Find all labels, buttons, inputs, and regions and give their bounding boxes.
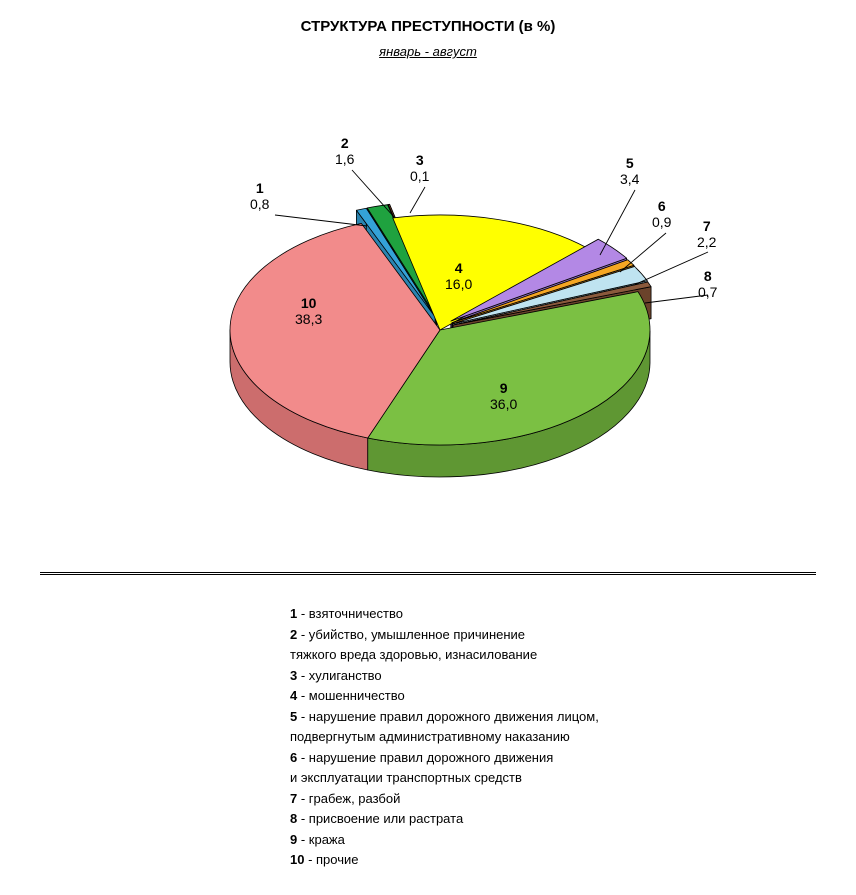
legend-text: - кража [297,832,345,847]
slice-value: 0,7 [698,284,717,300]
page: СТРУКТУРА ПРЕСТУПНОСТИ (в %) январь - ав… [0,0,856,895]
slice-index: 6 [652,198,671,214]
chart-title: СТРУКТУРА ПРЕСТУПНОСТИ (в %) [0,18,856,35]
legend: 1 - взяточничество2 - убийство, умышленн… [290,604,730,871]
slice-value: 0,9 [652,214,671,230]
legend-item-2: 2 - убийство, умышленное причинение [290,625,730,645]
legend-text: - грабеж, разбой [297,791,400,806]
legend-item-1: 1 - взяточничество [290,604,730,624]
slice-value: 38,3 [295,311,322,327]
legend-item-5-cont: подвергнутым административному наказанию [290,727,730,747]
slice-label-8: 80,7 [698,268,717,300]
slice-label-1: 10,8 [250,180,269,212]
slice-value: 16,0 [445,276,472,292]
legend-text: - убийство, умышленное причинение [297,627,525,642]
legend-item-6: 6 - нарушение правил дорожного движения [290,748,730,768]
slice-label-6: 60,9 [652,198,671,230]
slice-index: 8 [698,268,717,284]
divider-line [40,572,816,575]
slice-value: 2,2 [697,234,716,250]
slice-value: 1,6 [335,151,354,167]
slice-label-3: 30,1 [410,152,429,184]
slice-value: 3,4 [620,171,639,187]
pie-svg [140,100,740,540]
legend-text: - нарушение правил дорожного движения ли… [297,709,599,724]
legend-text: - нарушение правил дорожного движения [297,750,553,765]
pie-chart-3d: 10,821,630,1416,053,460,972,280,7936,010… [140,100,740,540]
legend-num: 10 [290,852,304,867]
slice-label-2: 21,6 [335,135,354,167]
slice-label-5: 53,4 [620,155,639,187]
slice-value: 36,0 [490,396,517,412]
slice-index: 10 [295,295,322,311]
legend-text: - присвоение или растрата [297,811,463,826]
slice-index: 2 [335,135,354,151]
slice-index: 1 [250,180,269,196]
legend-item-8: 8 - присвоение или растрата [290,809,730,829]
slice-label-9: 936,0 [490,380,517,412]
legend-text: - прочие [304,852,358,867]
legend-text: - взяточничество [297,606,403,621]
legend-item-7: 7 - грабеж, разбой [290,789,730,809]
slice-index: 4 [445,260,472,276]
slice-index: 3 [410,152,429,168]
legend-item-9: 9 - кража [290,830,730,850]
slice-index: 5 [620,155,639,171]
slice-value: 0,1 [410,168,429,184]
slice-value: 0,8 [250,196,269,212]
chart-subtitle: январь - август [0,44,856,59]
legend-item-6-cont: и эксплуатации транспортных средств [290,768,730,788]
legend-item-4: 4 - мошенничество [290,686,730,706]
slice-label-4: 416,0 [445,260,472,292]
legend-text: - хулиганство [297,668,381,683]
legend-item-2-cont: тяжкого вреда здоровью, изнасилование [290,645,730,665]
legend-text: - мошенничество [297,688,404,703]
slice-label-7: 72,2 [697,218,716,250]
legend-item-3: 3 - хулиганство [290,666,730,686]
slice-index: 7 [697,218,716,234]
slice-index: 9 [490,380,517,396]
legend-item-10: 10 - прочие [290,850,730,870]
slice-label-10: 1038,3 [295,295,322,327]
legend-item-5: 5 - нарушение правил дорожного движения … [290,707,730,727]
